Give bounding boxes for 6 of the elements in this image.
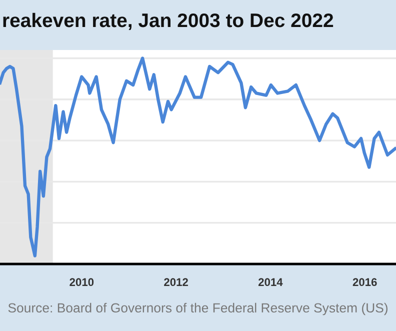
chart-title: reakeven rate, Jan 2003 to Dec 2022 [3,12,334,30]
x-tick-label: 2014 [258,278,283,286]
x-tick-label: 2010 [70,278,94,286]
source-note: Source: Board of Governors of the Federal Reserve System (US) [8,302,388,316]
x-tick-label: 2016 [352,278,377,286]
x-tick-label: 2012 [164,278,188,286]
